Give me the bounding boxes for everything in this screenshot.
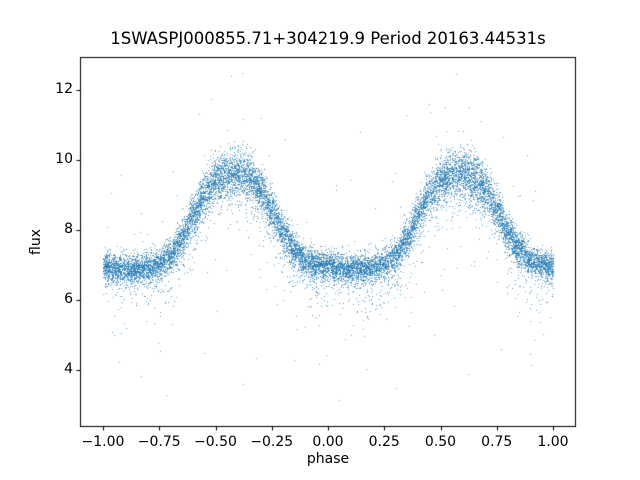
y-tick-label: 10 (55, 150, 73, 167)
y-tick-label: 4 (64, 361, 73, 378)
x-tick-label: 0.00 (312, 434, 344, 450)
y-tick-label: 8 (64, 221, 73, 238)
x-tick-label: 0.50 (424, 434, 457, 450)
x-tick-label: 1.00 (537, 434, 569, 450)
x-tick-label: −0.25 (250, 434, 294, 450)
y-tick-label: 12 (55, 80, 73, 97)
x-tick-label: −0.75 (137, 434, 181, 450)
x-tick-label: −0.50 (194, 434, 237, 450)
plot-title: 1SWASPJ000855.71+304219.9 Period 20163.4… (110, 29, 546, 48)
x-tick-label: 0.75 (481, 434, 513, 450)
y-tick-label: 6 (64, 291, 73, 308)
x-axis-label: phase (306, 451, 350, 467)
x-tick-label: −1.00 (81, 434, 125, 450)
x-tick-label: 0.25 (368, 434, 400, 450)
